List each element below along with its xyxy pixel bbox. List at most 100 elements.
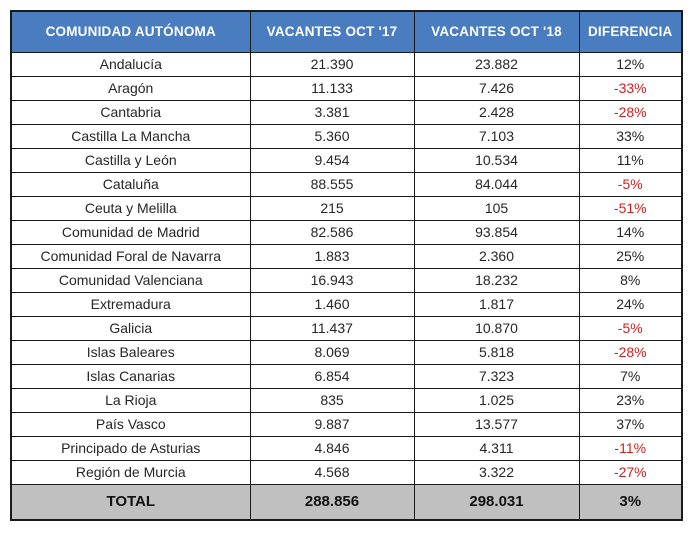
oct18-cell: 7.323 [413,363,580,389]
oct17-cell: 88.555 [249,171,415,197]
diff-cell: -28% [578,339,683,365]
oct17-cell: 21.390 [249,51,415,77]
oct17-cell: 3.381 [249,99,415,125]
community-cell: Comunidad Valenciana [10,267,251,293]
total-oct17-cell: 288.856 [249,483,415,521]
table-row: Región de Murcia 4.568 3.322 -27% [10,459,683,485]
diff-cell: 23% [578,387,683,413]
oct18-cell: 23.882 [413,51,580,77]
header-row: COMUNIDAD AUTÓNOMA VACANTES OCT '17 VACA… [10,10,683,53]
diff-cell: 14% [578,219,683,245]
community-cell: Aragón [10,75,251,101]
oct17-cell: 1.460 [249,291,415,317]
community-cell: Región de Murcia [10,459,251,485]
oct18-cell: 2.428 [413,99,580,125]
column-header-diferencia: DIFERENCIA [578,10,683,53]
total-label-cell: TOTAL [10,483,251,521]
diff-cell: -5% [578,171,683,197]
community-cell: La Rioja [10,387,251,413]
diff-cell: 37% [578,411,683,437]
oct18-cell: 13.577 [413,411,580,437]
vacancies-table: COMUNIDAD AUTÓNOMA VACANTES OCT '17 VACA… [10,10,683,521]
column-header-vacantes-oct17: VACANTES OCT '17 [249,10,415,53]
oct17-cell: 9.454 [249,147,415,173]
community-cell: Andalucía [10,51,251,77]
total-row: TOTAL 288.856 298.031 3% [10,483,683,521]
community-cell: Castilla La Mancha [10,123,251,149]
table-row: Andalucía 21.390 23.882 12% [10,51,683,77]
oct17-cell: 4.846 [249,435,415,461]
diff-cell: 11% [578,147,683,173]
oct18-cell: 3.322 [413,459,580,485]
oct18-cell: 10.870 [413,315,580,341]
community-cell: País Vasco [10,411,251,437]
diff-cell: -5% [578,315,683,341]
table-row: Ceuta y Melilla 215 105 -51% [10,195,683,221]
community-cell: Islas Canarias [10,363,251,389]
oct18-cell: 1.025 [413,387,580,413]
table-header: COMUNIDAD AUTÓNOMA VACANTES OCT '17 VACA… [10,10,683,53]
oct18-cell: 4.311 [413,435,580,461]
diff-cell: 24% [578,291,683,317]
table-row: Castilla La Mancha 5.360 7.103 33% [10,123,683,149]
oct18-cell: 5.818 [413,339,580,365]
oct18-cell: 84.044 [413,171,580,197]
table-row: Islas Baleares 8.069 5.818 -28% [10,339,683,365]
community-cell: Castilla y León [10,147,251,173]
table-row: Castilla y León 9.454 10.534 11% [10,147,683,173]
oct17-cell: 11.437 [249,315,415,341]
oct17-cell: 11.133 [249,75,415,101]
table-row: Cataluña 88.555 84.044 -5% [10,171,683,197]
oct18-cell: 2.360 [413,243,580,269]
diff-cell: 33% [578,123,683,149]
community-cell: Comunidad de Madrid [10,219,251,245]
diff-cell: 8% [578,267,683,293]
table-row: Extremadura 1.460 1.817 24% [10,291,683,317]
oct17-cell: 16.943 [249,267,415,293]
column-header-vacantes-oct18: VACANTES OCT '18 [413,10,580,53]
community-cell: Galicia [10,315,251,341]
oct17-cell: 9.887 [249,411,415,437]
oct17-cell: 1.883 [249,243,415,269]
table-row: Cantabria 3.381 2.428 -28% [10,99,683,125]
table-row: Aragón 11.133 7.426 -33% [10,75,683,101]
oct18-cell: 10.534 [413,147,580,173]
oct17-cell: 5.360 [249,123,415,149]
diff-cell: 7% [578,363,683,389]
oct18-cell: 7.426 [413,75,580,101]
total-diff-cell: 3% [578,483,683,521]
oct17-cell: 215 [249,195,415,221]
oct18-cell: 7.103 [413,123,580,149]
table-row: Galicia 11.437 10.870 -5% [10,315,683,341]
community-cell: Principado de Asturias [10,435,251,461]
table-row: País Vasco 9.887 13.577 37% [10,411,683,437]
table-body: Andalucía 21.390 23.882 12% Aragón 11.133 7.42… [10,51,683,485]
table-row: Comunidad Valenciana 16.943 18.232 8% [10,267,683,293]
oct17-cell: 6.854 [249,363,415,389]
table-row: Islas Canarias 6.854 7.323 7% [10,363,683,389]
total-oct18-cell: 298.031 [413,483,580,521]
oct18-cell: 1.817 [413,291,580,317]
community-cell: Extremadura [10,291,251,317]
diff-cell: -33% [578,75,683,101]
oct17-cell: 835 [249,387,415,413]
table-row: La Rioja 835 1.025 23% [10,387,683,413]
column-header-community: COMUNIDAD AUTÓNOMA [10,10,251,53]
oct17-cell: 4.568 [249,459,415,485]
diff-cell: -11% [578,435,683,461]
oct17-cell: 82.586 [249,219,415,245]
community-cell: Comunidad Foral de Navarra [10,243,251,269]
table-row: Principado de Asturias 4.846 4.311 -11% [10,435,683,461]
table-footer: TOTAL 288.856 298.031 3% [10,483,683,521]
diff-cell: -51% [578,195,683,221]
diff-cell: 12% [578,51,683,77]
diff-cell: -28% [578,99,683,125]
diff-cell: -27% [578,459,683,485]
table-row: Comunidad Foral de Navarra 1.883 2.360 25% [10,243,683,269]
oct18-cell: 93.854 [413,219,580,245]
community-cell: Cataluña [10,171,251,197]
community-cell: Ceuta y Melilla [10,195,251,221]
table-row: Comunidad de Madrid 82.586 93.854 14% [10,219,683,245]
oct18-cell: 18.232 [413,267,580,293]
